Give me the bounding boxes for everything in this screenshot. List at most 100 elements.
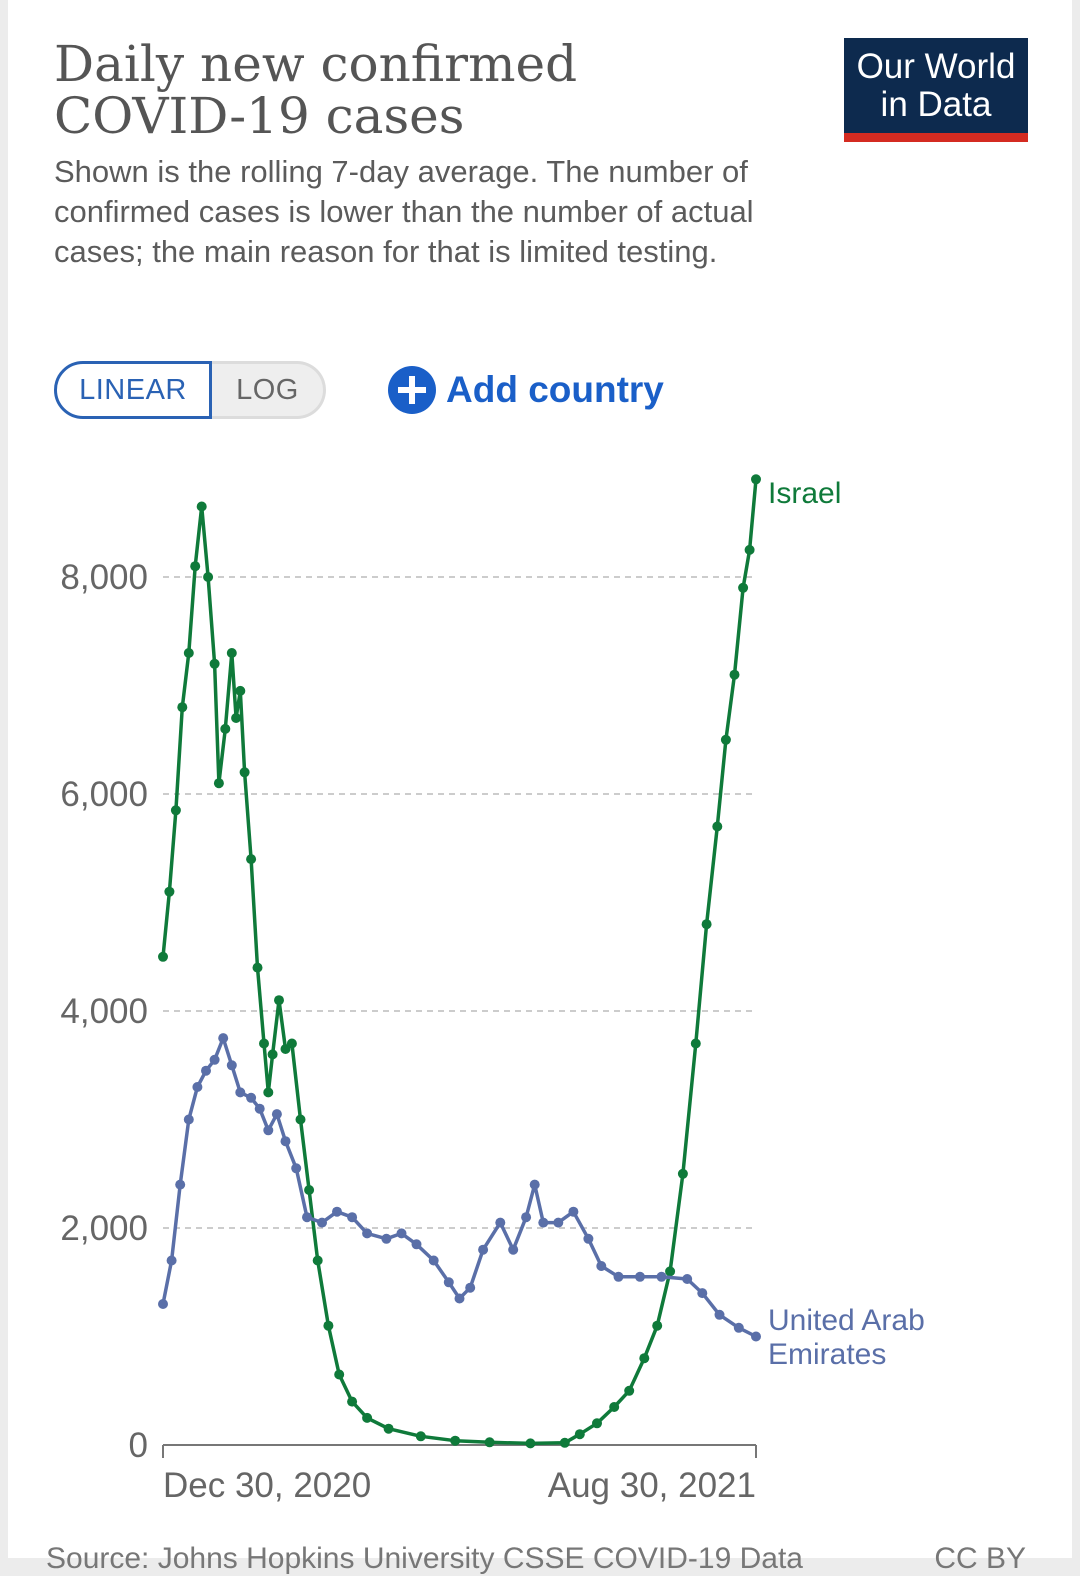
data-point-uae-35[interactable] — [568, 1206, 579, 1217]
data-point-israel-41[interactable] — [652, 1320, 663, 1331]
data-point-uae-33[interactable] — [538, 1217, 549, 1228]
data-point-uae-24[interactable] — [428, 1255, 439, 1266]
data-point-uae-26[interactable] — [454, 1293, 465, 1304]
data-point-uae-40[interactable] — [656, 1271, 667, 1282]
data-point-israel-30[interactable] — [383, 1423, 394, 1434]
data-point-uae-12[interactable] — [263, 1125, 274, 1136]
data-point-israel-50[interactable] — [744, 544, 755, 555]
data-point-uae-27[interactable] — [465, 1282, 476, 1293]
data-point-israel-26[interactable] — [323, 1320, 334, 1331]
data-point-uae-10[interactable] — [246, 1092, 257, 1103]
data-point-uae-34[interactable] — [553, 1217, 564, 1228]
data-point-israel-51[interactable] — [751, 474, 761, 485]
data-point-israel-18[interactable] — [263, 1087, 274, 1098]
data-point-uae-38[interactable] — [613, 1271, 624, 1282]
data-point-israel-15[interactable] — [246, 854, 257, 865]
data-point-uae-18[interactable] — [332, 1206, 342, 1217]
data-point-israel-5[interactable] — [190, 561, 201, 572]
data-point-uae-45[interactable] — [751, 1331, 761, 1342]
data-point-uae-0[interactable] — [158, 1299, 168, 1309]
data-point-uae-2[interactable] — [175, 1179, 186, 1190]
data-point-uae-44[interactable] — [733, 1322, 744, 1333]
data-point-israel-25[interactable] — [312, 1255, 323, 1266]
data-point-uae-32[interactable] — [529, 1179, 540, 1190]
data-point-uae-21[interactable] — [381, 1233, 392, 1244]
data-point-uae-17[interactable] — [317, 1217, 327, 1228]
data-point-israel-29[interactable] — [362, 1412, 373, 1423]
data-point-israel-22[interactable] — [286, 1038, 297, 1049]
data-point-israel-17[interactable] — [259, 1038, 269, 1049]
data-point-israel-32[interactable] — [450, 1435, 461, 1446]
data-point-uae-39[interactable] — [635, 1271, 645, 1282]
add-country-button[interactable]: Add country — [388, 362, 664, 418]
data-point-israel-10[interactable] — [220, 723, 231, 734]
data-point-uae-19[interactable] — [347, 1212, 358, 1223]
data-point-uae-20[interactable] — [362, 1228, 373, 1239]
data-point-uae-31[interactable] — [521, 1212, 532, 1223]
data-point-uae-13[interactable] — [271, 1109, 282, 1120]
data-point-israel-34[interactable] — [525, 1438, 536, 1449]
data-point-uae-30[interactable] — [508, 1244, 519, 1255]
data-point-israel-1[interactable] — [164, 886, 175, 897]
data-point-israel-14[interactable] — [239, 767, 250, 778]
data-point-uae-4[interactable] — [192, 1082, 203, 1092]
data-point-israel-35[interactable] — [559, 1437, 570, 1448]
data-point-israel-27[interactable] — [334, 1369, 345, 1380]
data-point-israel-24[interactable] — [304, 1185, 315, 1195]
data-point-uae-1[interactable] — [166, 1255, 177, 1266]
data-point-uae-22[interactable] — [396, 1228, 407, 1239]
data-point-uae-14[interactable] — [280, 1136, 291, 1147]
data-point-israel-13[interactable] — [235, 685, 246, 696]
data-point-israel-49[interactable] — [738, 582, 749, 593]
data-point-israel-28[interactable] — [347, 1396, 358, 1407]
data-point-uae-7[interactable] — [218, 1033, 229, 1044]
data-point-israel-47[interactable] — [720, 734, 731, 745]
log-scale-button[interactable]: LOG — [212, 361, 326, 419]
data-point-uae-6[interactable] — [209, 1054, 220, 1065]
data-point-israel-45[interactable] — [701, 919, 712, 930]
data-point-uae-37[interactable] — [596, 1261, 607, 1271]
data-point-uae-9[interactable] — [235, 1087, 246, 1098]
data-point-uae-41[interactable] — [682, 1274, 693, 1284]
data-point-israel-31[interactable] — [415, 1431, 426, 1442]
data-point-israel-19[interactable] — [267, 1049, 278, 1060]
data-point-uae-36[interactable] — [583, 1233, 594, 1244]
data-point-uae-28[interactable] — [478, 1244, 489, 1255]
data-point-uae-25[interactable] — [443, 1277, 454, 1288]
data-point-israel-46[interactable] — [712, 821, 723, 832]
data-point-uae-42[interactable] — [697, 1288, 708, 1299]
data-point-israel-40[interactable] — [639, 1353, 650, 1364]
data-point-israel-39[interactable] — [624, 1385, 635, 1396]
source-text[interactable]: Source: Johns Hopkins University CSSE CO… — [46, 1542, 803, 1575]
data-point-israel-36[interactable] — [574, 1429, 585, 1440]
data-point-uae-15[interactable] — [291, 1163, 302, 1174]
data-point-israel-42[interactable] — [665, 1266, 676, 1277]
data-point-israel-23[interactable] — [295, 1114, 306, 1125]
data-point-israel-12[interactable] — [231, 713, 242, 723]
data-point-uae-29[interactable] — [495, 1217, 506, 1228]
data-point-uae-23[interactable] — [411, 1239, 422, 1250]
data-point-uae-5[interactable] — [201, 1065, 211, 1076]
data-point-israel-2[interactable] — [170, 805, 181, 816]
license-text[interactable]: CC BY — [934, 1542, 1026, 1575]
data-point-israel-20[interactable] — [274, 995, 284, 1006]
data-point-israel-7[interactable] — [203, 572, 214, 582]
data-point-uae-3[interactable] — [183, 1114, 194, 1125]
data-point-israel-9[interactable] — [213, 778, 224, 789]
data-point-israel-4[interactable] — [183, 648, 194, 658]
data-point-uae-8[interactable] — [226, 1060, 237, 1071]
series-line-israel[interactable] — [161, 479, 758, 1446]
data-point-israel-43[interactable] — [677, 1168, 688, 1179]
data-point-uae-43[interactable] — [714, 1309, 725, 1320]
data-point-israel-6[interactable] — [196, 501, 207, 512]
data-point-israel-44[interactable] — [690, 1038, 701, 1049]
data-point-israel-8[interactable] — [209, 658, 220, 669]
data-point-israel-0[interactable] — [158, 951, 168, 962]
data-point-israel-37[interactable] — [592, 1418, 602, 1429]
data-point-israel-48[interactable] — [729, 669, 740, 680]
data-point-israel-11[interactable] — [226, 648, 237, 658]
linear-scale-button[interactable]: LINEAR — [54, 361, 212, 419]
series-line-uae[interactable] — [161, 1036, 757, 1339]
data-point-uae-11[interactable] — [254, 1103, 265, 1114]
data-point-israel-33[interactable] — [484, 1437, 495, 1448]
